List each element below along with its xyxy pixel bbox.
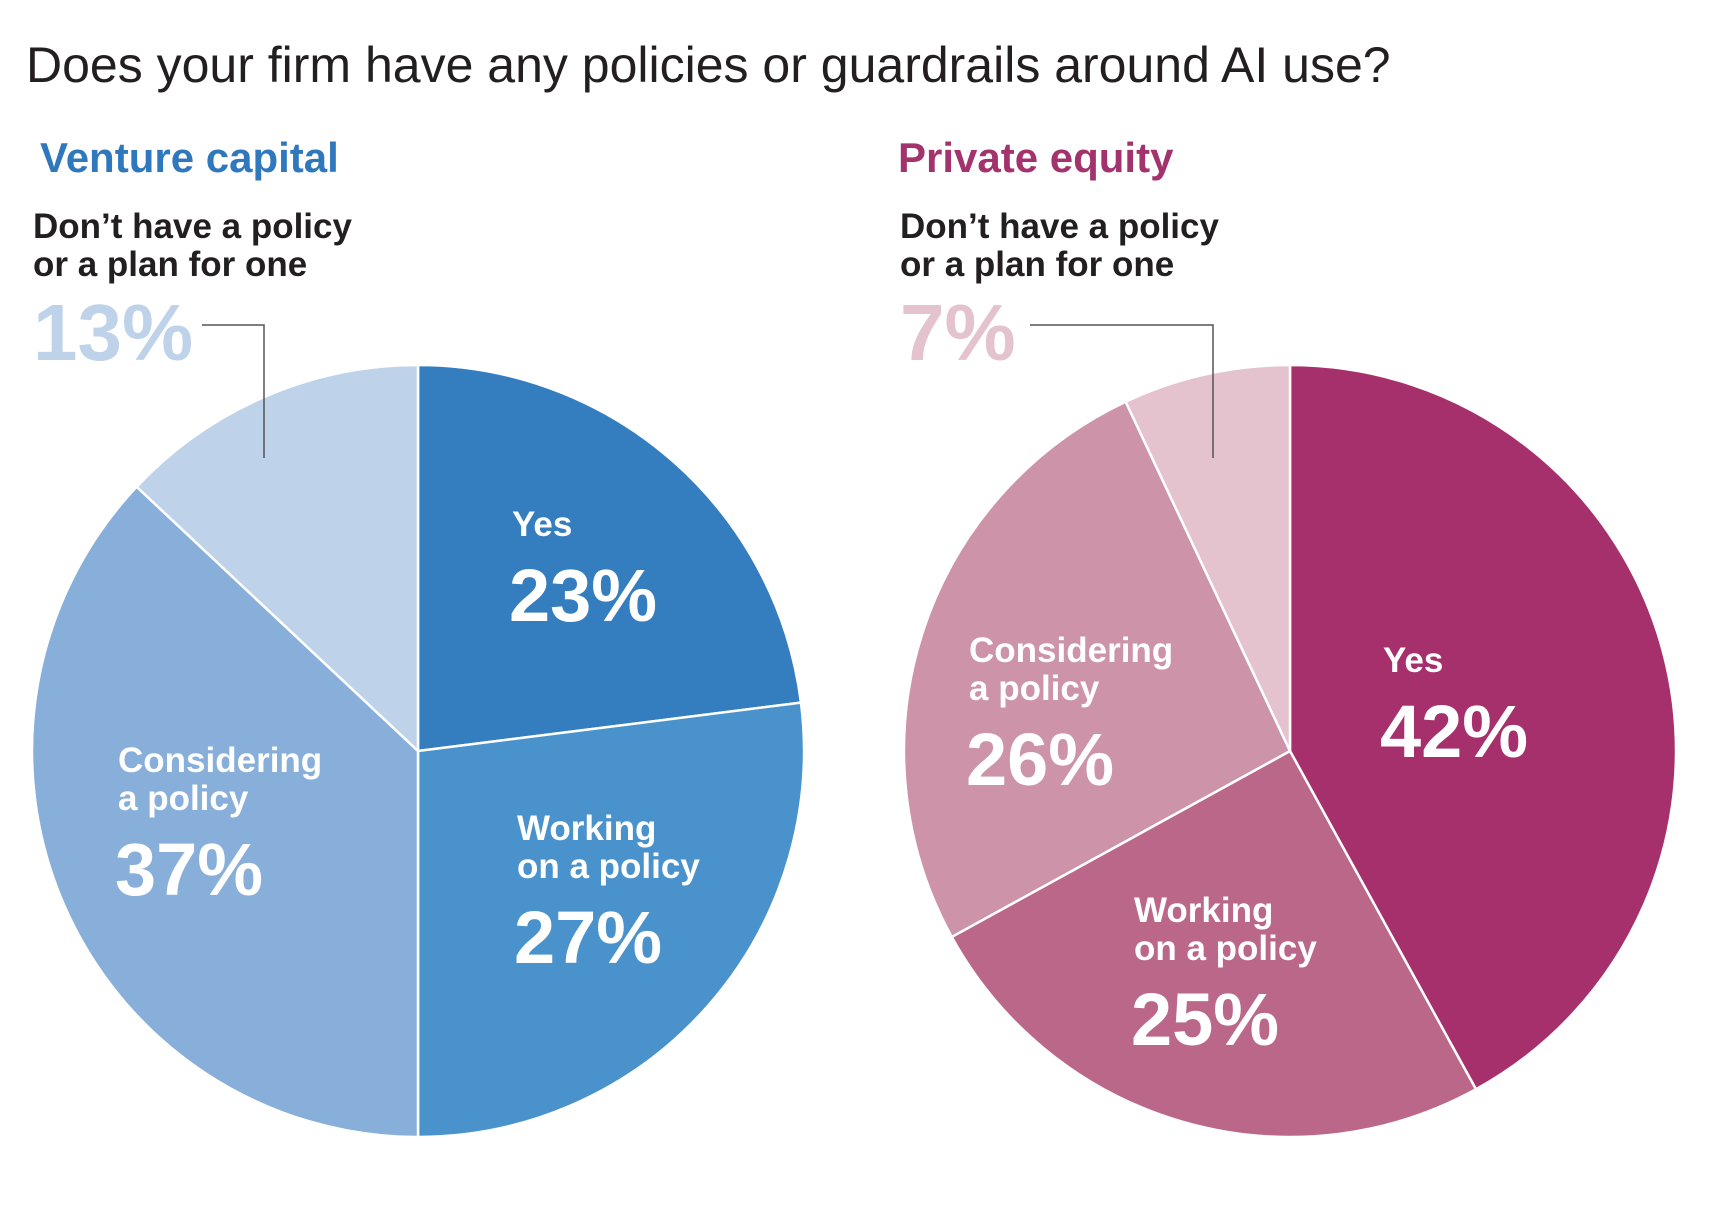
slice-label-working-on-a-policy: Working — [1134, 891, 1273, 930]
slice-label-considering-a-policy: a policy — [118, 779, 249, 818]
slice-value-working-on-a-policy: 25% — [1131, 978, 1279, 1061]
slice-label-considering-a-policy: Considering — [118, 741, 322, 780]
slice-label-working-on-a-policy: on a policy — [1134, 929, 1317, 968]
callout-leader-line — [202, 324, 265, 458]
slice-label-considering-a-policy: Considering — [969, 631, 1173, 670]
slice-considering-a-policy — [30, 485, 420, 1139]
callout-label-no-policy: Don’t have a policy — [33, 207, 352, 246]
slice-label-working-on-a-policy: Working — [517, 809, 656, 848]
pie-title: Private equity — [898, 134, 1174, 181]
pie-title: Venture capital — [40, 134, 339, 181]
slice-label-working-on-a-policy: on a policy — [517, 847, 700, 886]
slice-value-yes: 42% — [1380, 690, 1528, 773]
chart-title: Does your firm have any policies or guar… — [26, 37, 1391, 93]
slice-value-working-on-a-policy: 27% — [514, 896, 662, 979]
slice-yes — [416, 363, 803, 753]
callout-value-no-policy: 7% — [900, 288, 1016, 377]
callout-label-no-policy: or a plan for one — [900, 245, 1174, 284]
slice-no-policy — [1124, 363, 1292, 753]
slice-label-yes: Yes — [512, 505, 572, 544]
slice-yes — [1288, 363, 1678, 1091]
slice-value-yes: 23% — [509, 554, 657, 637]
slice-working-on-a-policy — [416, 701, 806, 1139]
slice-label-considering-a-policy: a policy — [969, 669, 1100, 708]
slice-value-considering-a-policy: 26% — [966, 718, 1114, 801]
slice-label-yes: Yes — [1383, 641, 1443, 680]
callout-value-no-policy: 13% — [33, 288, 193, 377]
slice-value-considering-a-policy: 37% — [115, 828, 263, 911]
slice-working-on-a-policy — [950, 749, 1478, 1139]
callout-label-no-policy: Don’t have a policy — [900, 207, 1219, 246]
callout-label-no-policy: or a plan for one — [33, 245, 307, 284]
slice-considering-a-policy — [902, 400, 1292, 939]
callout-leader-line — [1030, 324, 1214, 458]
